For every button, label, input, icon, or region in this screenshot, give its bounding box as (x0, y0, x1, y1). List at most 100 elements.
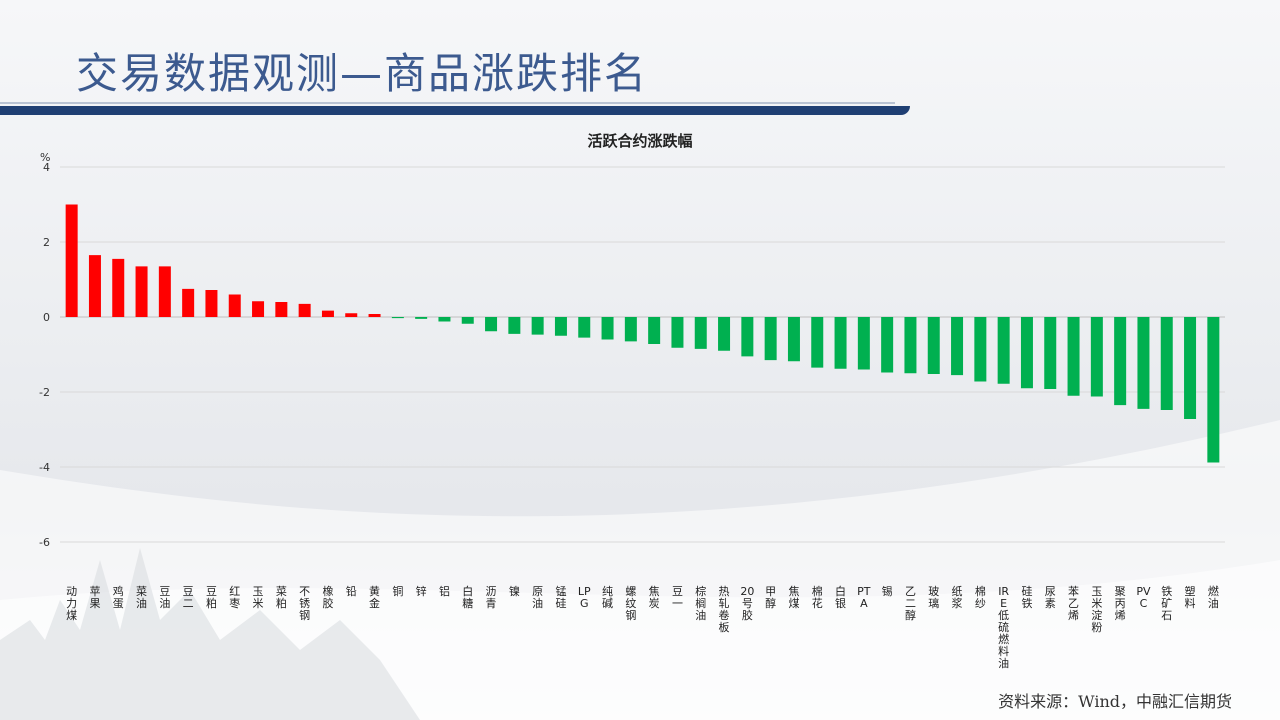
bar (1207, 317, 1220, 463)
x-category-label: 乙二醇 (904, 585, 916, 622)
x-category-label: 铜 (392, 585, 404, 598)
bar (275, 302, 288, 317)
title-underline-bar (0, 106, 910, 115)
x-category-label: 苹果 (89, 585, 101, 610)
title-underline-thin (0, 102, 895, 104)
x-category-label: 苯乙烯 (1068, 585, 1080, 622)
x-category-label: 豆二 (182, 585, 194, 610)
bar (624, 317, 637, 342)
x-category-label: 聚丙烯 (1114, 585, 1126, 622)
bar (298, 303, 311, 317)
x-category-label: 热轧卷板 (718, 585, 730, 634)
bar (321, 310, 334, 317)
bar (1044, 317, 1057, 389)
bar (951, 317, 964, 376)
bar (135, 266, 148, 317)
x-category-label: PVC (1136, 585, 1151, 610)
x-category-label: 原油 (532, 585, 544, 610)
bar (811, 317, 824, 368)
bar (1114, 317, 1127, 406)
x-category-label: 螺纹钢 (625, 585, 637, 622)
x-category-label: IRE低硫燃料油 (998, 585, 1010, 670)
bar (1020, 317, 1033, 389)
x-category-label: 黄金 (369, 585, 381, 610)
x-category-label: 甲醇 (765, 585, 777, 610)
bar (834, 317, 847, 369)
x-category-label: 铅 (345, 585, 357, 598)
x-category-label: 纸浆 (951, 585, 963, 610)
x-category-label: 纯碱 (602, 585, 614, 610)
y-tick-label: 2 (43, 236, 50, 249)
bar (252, 301, 265, 317)
x-category-label: 菜油 (136, 585, 148, 610)
x-category-label: 焦煤 (788, 585, 800, 610)
bar (997, 317, 1010, 384)
bar (554, 317, 567, 336)
data-source-note: 资料来源：Wind，中融汇信期货 (998, 692, 1232, 711)
x-category-label: 硅铁 (1021, 585, 1033, 610)
x-category-label: 沥青 (485, 585, 497, 610)
x-category-label: 20号胶 (740, 585, 755, 622)
bar (228, 294, 241, 317)
x-category-label: 菜粕 (275, 585, 287, 610)
x-category-label: 玉米淀粉 (1091, 585, 1103, 634)
x-category-label: 铁矿石 (1161, 585, 1173, 622)
chart-title: 活跃合约涨跌幅 (587, 132, 693, 150)
y-tick-label: 0 (43, 311, 50, 324)
bar (65, 204, 78, 317)
bar (112, 258, 125, 317)
bar (485, 317, 498, 332)
bar (648, 317, 661, 344)
x-category-label: 棉纱 (974, 585, 986, 610)
x-category-label: LPG (577, 585, 591, 610)
x-category-label: 不锈钢 (299, 585, 311, 622)
page-title: 交易数据观测—商品涨跌排名 (76, 49, 649, 98)
bar (88, 255, 101, 317)
x-category-label: 豆一 (671, 585, 683, 610)
bar (531, 317, 544, 335)
bar (345, 313, 358, 317)
x-category-label: 焦炭 (648, 585, 660, 610)
y-tick-label: -2 (39, 386, 50, 399)
bar (391, 317, 404, 319)
bar (601, 317, 614, 340)
bar (368, 314, 381, 317)
x-category-label: 白糖 (462, 585, 474, 610)
bar (1184, 317, 1197, 419)
bar (1160, 317, 1173, 410)
bar (694, 317, 707, 349)
x-category-label: 尿素 (1044, 585, 1056, 610)
x-category-label: 棉花 (811, 585, 823, 610)
x-category-label: 铝 (438, 585, 450, 598)
x-category-label: 燃油 (1207, 585, 1219, 610)
bar (461, 317, 474, 324)
x-category-label: 白银 (835, 585, 847, 610)
bar (881, 317, 894, 373)
bar (764, 317, 777, 361)
x-category-label: 塑料 (1184, 585, 1196, 610)
bar (741, 317, 754, 357)
bar (158, 266, 171, 317)
x-category-label: 豆粕 (205, 585, 217, 610)
y-tick-label: 4 (43, 161, 50, 174)
bar (718, 317, 731, 351)
bar (415, 317, 428, 319)
bar (904, 317, 917, 374)
x-category-label: 锌 (415, 585, 427, 598)
x-category-label: 棕榈油 (695, 585, 707, 622)
bar (974, 317, 987, 382)
bar (438, 317, 451, 322)
y-tick-label: -6 (39, 536, 50, 549)
bar (927, 317, 940, 374)
x-category-label: 红枣 (229, 585, 241, 610)
bar (857, 317, 870, 370)
x-category-label: 鸡蛋 (112, 585, 124, 610)
bar (1067, 317, 1080, 396)
bar (508, 317, 521, 334)
bar (1090, 317, 1103, 397)
x-category-label: 橡胶 (322, 585, 334, 610)
x-category-label: 动力煤 (66, 585, 78, 622)
x-category-label: 锰硅 (555, 585, 567, 610)
x-category-label: PTA (857, 585, 871, 610)
